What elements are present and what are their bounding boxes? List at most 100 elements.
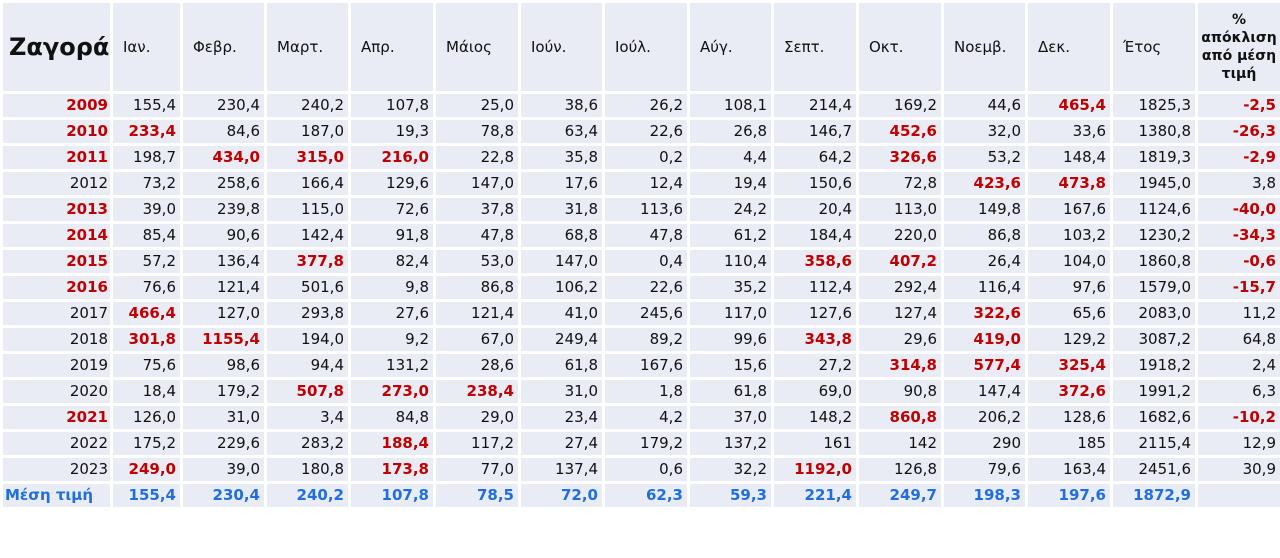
value-cell: 127,6 [771, 299, 859, 328]
year-cell: 2013 [0, 195, 113, 224]
mean-value-cell: 230,4 [180, 481, 267, 510]
value-cell: 86,8 [433, 273, 521, 302]
mean-value-cell: 72,0 [518, 481, 605, 510]
value-cell: 90,8 [856, 377, 944, 406]
annual-cell: 1918,2 [1110, 351, 1198, 380]
value-cell: 72,6 [348, 195, 436, 224]
value-cell: 0,6 [602, 455, 690, 484]
value-cell: 57,2 [110, 247, 183, 276]
value-cell: 44,6 [941, 91, 1028, 120]
value-cell: 273,0 [348, 377, 436, 406]
value-cell: 126,8 [856, 455, 944, 484]
pct-cell: -34,3 [1195, 221, 1280, 250]
value-cell: 292,4 [856, 273, 944, 302]
mean-label: Μέση τιμή [0, 481, 113, 510]
column-header-month: Νοεμβ. [941, 0, 1028, 94]
value-cell: 301,8 [110, 325, 183, 354]
value-cell: 507,8 [264, 377, 351, 406]
value-cell: 26,4 [941, 247, 1028, 276]
value-cell: 32,2 [687, 455, 774, 484]
table-row: 2023 249,0 39,0 180,8 173,8 77,0 137,4 0,6 32,2 1… [0, 455, 1280, 484]
value-cell: 61,8 [518, 351, 605, 380]
value-cell: 434,0 [180, 143, 267, 172]
year-cell: 2010 [0, 117, 113, 146]
annual-cell: 3087,2 [1110, 325, 1198, 354]
annual-cell: 2083,0 [1110, 299, 1198, 328]
value-cell: 501,6 [264, 273, 351, 302]
pct-cell: 2,4 [1195, 351, 1280, 380]
value-cell: 214,4 [771, 91, 859, 120]
value-cell: 26,2 [602, 91, 690, 120]
value-cell: 38,6 [518, 91, 605, 120]
value-cell: 343,8 [771, 325, 859, 354]
column-header-month: Αύγ. [687, 0, 774, 94]
value-cell: 22,8 [433, 143, 521, 172]
value-cell: 137,2 [687, 429, 774, 458]
value-cell: 166,4 [264, 169, 351, 198]
value-cell: 249,0 [110, 455, 183, 484]
value-cell: 466,4 [110, 299, 183, 328]
pct-cell: 64,8 [1195, 325, 1280, 354]
value-cell: 161 [771, 429, 859, 458]
value-cell: 12,4 [602, 169, 690, 198]
value-cell: 85,4 [110, 221, 183, 250]
value-cell: 293,8 [264, 299, 351, 328]
value-cell: 9,8 [348, 273, 436, 302]
value-cell: 129,2 [1025, 325, 1113, 354]
pct-cell: -15,7 [1195, 273, 1280, 302]
mean-value-cell: 155,4 [110, 481, 183, 510]
annual-cell: 1860,8 [1110, 247, 1198, 276]
value-cell: 1,8 [602, 377, 690, 406]
value-cell: 22,6 [602, 117, 690, 146]
value-cell: 31,0 [518, 377, 605, 406]
value-cell: 372,6 [1025, 377, 1113, 406]
column-header-month: Μαρτ. [264, 0, 351, 94]
year-cell: 2012 [0, 169, 113, 198]
value-cell: 53,2 [941, 143, 1028, 172]
value-cell: 473,8 [1025, 169, 1113, 198]
mean-value-cell: 59,3 [687, 481, 774, 510]
value-cell: 173,8 [348, 455, 436, 484]
value-cell: 419,0 [941, 325, 1028, 354]
year-cell: 2020 [0, 377, 113, 406]
value-cell: 18,4 [110, 377, 183, 406]
value-cell: 147,4 [941, 377, 1028, 406]
column-header-month: Φεβρ. [180, 0, 267, 94]
value-cell: 184,4 [771, 221, 859, 250]
value-cell: 97,6 [1025, 273, 1113, 302]
value-cell: 117,2 [433, 429, 521, 458]
value-cell: 61,8 [687, 377, 774, 406]
value-cell: 3,4 [264, 403, 351, 432]
value-cell: 163,4 [1025, 455, 1113, 484]
value-cell: 113,6 [602, 195, 690, 224]
value-cell: 315,0 [264, 143, 351, 172]
column-header-month: Ιούλ. [602, 0, 690, 94]
value-cell: 407,2 [856, 247, 944, 276]
value-cell: 465,4 [1025, 91, 1113, 120]
annual-cell: 1579,0 [1110, 273, 1198, 302]
table-row: 2015 57,2 136,4 377,8 82,4 53,0 147,0 0,4 110,4 3… [0, 247, 1280, 276]
value-cell: 27,2 [771, 351, 859, 380]
year-cell: 2023 [0, 455, 113, 484]
pct-cell: 11,2 [1195, 299, 1280, 328]
value-cell: 26,8 [687, 117, 774, 146]
value-cell: 167,6 [602, 351, 690, 380]
value-cell: 452,6 [856, 117, 944, 146]
value-cell: 106,2 [518, 273, 605, 302]
value-cell: 39,0 [180, 455, 267, 484]
value-cell: 37,8 [433, 195, 521, 224]
mean-row: Μέση τιμή 155,4 230,4 240,2 107,8 78,5 72,0 62,… [0, 481, 1280, 510]
column-header-month: Οκτ. [856, 0, 944, 94]
value-cell: 28,6 [433, 351, 521, 380]
mean-pct-cell [1195, 481, 1280, 510]
value-cell: 198,7 [110, 143, 183, 172]
value-cell: 1155,4 [180, 325, 267, 354]
value-cell: 76,6 [110, 273, 183, 302]
value-cell: 72,8 [856, 169, 944, 198]
value-cell: 29,6 [856, 325, 944, 354]
value-cell: 167,6 [1025, 195, 1113, 224]
table-row: 2012 73,2 258,6 166,4 129,6 147,0 17,6 12,4 19,4… [0, 169, 1280, 198]
value-cell: 245,6 [602, 299, 690, 328]
value-cell: 89,2 [602, 325, 690, 354]
value-cell: 121,4 [180, 273, 267, 302]
